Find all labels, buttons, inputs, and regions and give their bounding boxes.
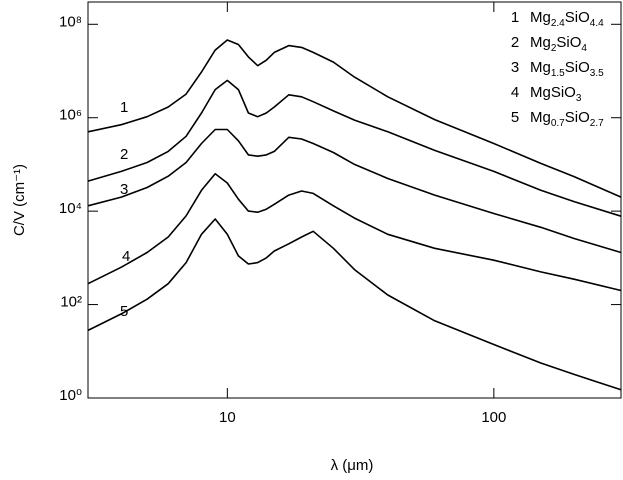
y-tick-label: 10⁴ <box>59 200 82 217</box>
x-tick-label: 10 <box>219 409 236 426</box>
curve-label: 5 <box>120 303 128 320</box>
y-tick-label: 10⁰ <box>59 387 82 404</box>
legend-label: Mg1.5SiO3.5 <box>530 59 604 79</box>
curve <box>87 39 622 198</box>
legend-number: 3 <box>511 59 519 76</box>
curve <box>87 218 622 391</box>
curve-label: 3 <box>120 181 128 198</box>
legend-label: Mg2.4SiO4.4 <box>530 9 604 29</box>
curve-label: 2 <box>120 146 128 163</box>
x-tick-label: 100 <box>481 409 506 426</box>
y-tick-label: 10² <box>60 294 82 311</box>
legend-number: 1 <box>511 9 519 26</box>
legend-label: MgSiO3 <box>530 84 582 104</box>
curve-label: 1 <box>120 99 128 116</box>
curve-label: 4 <box>122 248 130 265</box>
x-axis-label: λ (μm) <box>331 457 374 474</box>
curve <box>87 173 622 292</box>
legend-number: 2 <box>511 34 519 51</box>
curve <box>87 79 622 217</box>
y-tick-label: 10⁸ <box>59 13 82 30</box>
legend-label: Mg0.7SiO2.7 <box>530 109 604 129</box>
legend-label: Mg2SiO4 <box>530 34 587 54</box>
y-tick-label: 10⁶ <box>59 107 82 124</box>
curve <box>87 128 622 254</box>
plot-frame <box>87 1 622 399</box>
legend-number: 4 <box>511 84 519 101</box>
legend-number: 5 <box>511 109 519 126</box>
y-axis-label: C/V (cm⁻¹) <box>11 164 28 236</box>
